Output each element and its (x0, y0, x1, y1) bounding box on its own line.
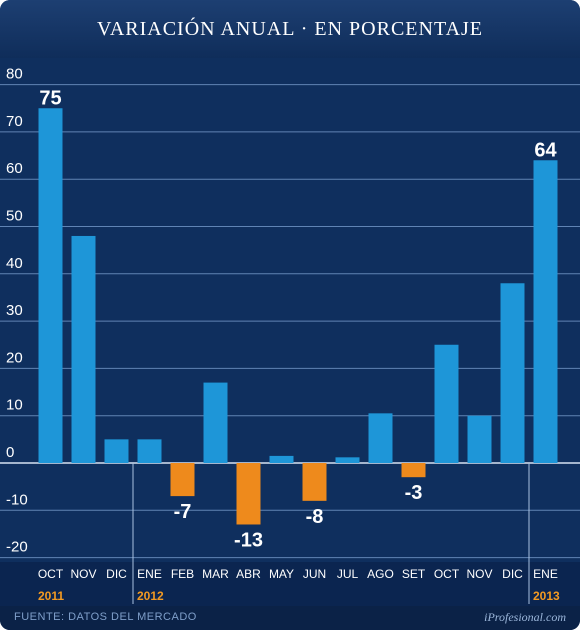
bar (71, 235, 96, 463)
bar (401, 463, 426, 478)
data-label: -13 (234, 529, 263, 551)
y-tick-label: -20 (6, 539, 28, 556)
y-tick-label: -10 (6, 491, 28, 508)
bar (467, 415, 492, 463)
y-tick-label: 70 (6, 113, 23, 130)
year-label: 2011 (38, 589, 64, 603)
x-tick-label: JUN (303, 567, 326, 581)
y-tick-label: 40 (6, 255, 23, 272)
year-label: 2012 (137, 589, 164, 603)
x-tick-label: OCT (38, 567, 64, 581)
x-tick-label: FEB (171, 567, 194, 581)
footer: FUENTE: DATOS DEL MERCADO iProfesional.c… (0, 606, 580, 630)
x-tick-label: ABR (236, 567, 261, 581)
x-tick-label: JUL (337, 567, 359, 581)
data-label: -7 (174, 501, 192, 523)
y-tick-label: 20 (6, 349, 23, 366)
y-tick-label: 0 (6, 444, 14, 461)
chart-title: VARIACIÓN ANUAL · EN PORCENTAJE (96, 17, 484, 40)
plot-background (0, 58, 580, 606)
axis-strip (0, 562, 580, 606)
bar (500, 283, 525, 463)
y-tick-label: 30 (6, 302, 23, 319)
bar (269, 455, 294, 463)
x-tick-label: OCT (434, 567, 460, 581)
bar (302, 463, 327, 501)
bar (38, 108, 63, 463)
bar (203, 382, 228, 463)
data-label: 64 (534, 139, 557, 161)
bar (137, 439, 162, 463)
data-label: 75 (39, 87, 61, 109)
data-label: -8 (306, 506, 324, 528)
year-label: 2013 (533, 589, 560, 603)
x-tick-label: ENE (137, 567, 162, 581)
source-note: FUENTE: DATOS DEL MERCADO (14, 611, 197, 623)
x-tick-label: ENE (533, 567, 558, 581)
x-tick-label: AGO (367, 567, 394, 581)
bar (434, 344, 459, 463)
x-tick-label: MAY (269, 567, 294, 581)
y-tick-label: 80 (6, 66, 23, 83)
brand-label: iProfesional.com (484, 610, 566, 624)
bar-chart: 80 70 60 50 40 30 20 10 0 -10 -20 75 -7 -13 -8 -3 64 OCT N… (0, 58, 580, 606)
x-tick-label: DIC (106, 567, 127, 581)
data-label: -3 (405, 482, 423, 504)
x-tick-label: NOV (466, 567, 492, 581)
bar (170, 463, 195, 497)
bar (533, 160, 558, 463)
y-tick-label: 10 (6, 397, 23, 414)
x-tick-label: NOV (70, 567, 96, 581)
bar (104, 439, 129, 463)
y-tick-label: 50 (6, 208, 23, 225)
x-tick-label: SET (402, 567, 426, 581)
y-tick-label: 60 (6, 160, 23, 177)
x-tick-label: MAR (202, 567, 229, 581)
bar (368, 413, 393, 463)
bar (335, 457, 360, 463)
title-bar: VARIACIÓN ANUAL · EN PORCENTAJE (0, 0, 580, 58)
bar (236, 463, 261, 525)
x-tick-label: DIC (502, 567, 523, 581)
